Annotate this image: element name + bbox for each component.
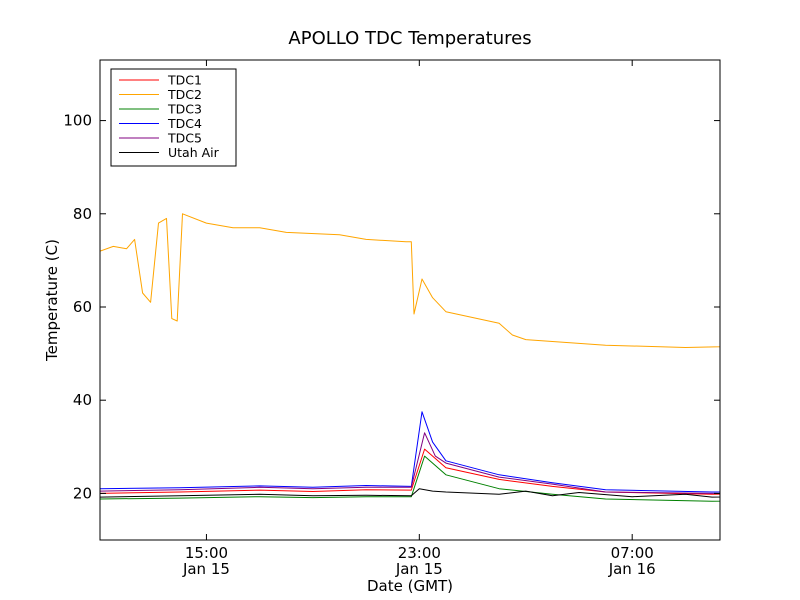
series-line-tdc1 — [100, 448, 720, 495]
legend-label: TDC3 — [167, 102, 202, 117]
plot-frame — [99, 59, 721, 541]
series-layer — [100, 213, 720, 502]
legend-label: TDC5 — [167, 131, 202, 146]
y-axis-title: Temperature (C) — [43, 239, 61, 362]
series-line-tdc4 — [100, 411, 720, 493]
legend-box — [110, 68, 237, 167]
legend-label: TDC4 — [167, 116, 202, 131]
y-tick-label: 80 — [73, 205, 92, 223]
legend-label: TDC2 — [167, 87, 202, 102]
x-tick-time-label: 07:00 — [611, 544, 654, 562]
x-tick-date-label: Jan 16 — [608, 560, 656, 578]
x-tick-time-label: 23:00 — [398, 544, 441, 562]
y-tick-label: 100 — [63, 112, 92, 130]
y-tick-label: 60 — [73, 298, 92, 316]
y-tick-label: 20 — [73, 484, 92, 502]
chart-title: APOLLO TDC Temperatures — [288, 28, 531, 49]
x-tick-date-label: Jan 15 — [182, 560, 230, 578]
series-line-tdc2 — [100, 213, 720, 348]
legend-label: TDC1 — [167, 73, 202, 88]
x-axis-title: Date (GMT) — [367, 577, 453, 595]
x-tick-time-label: 15:00 — [185, 544, 228, 562]
series-line-utah-air — [100, 488, 720, 498]
x-tick-date-label: Jan 15 — [395, 560, 443, 578]
series-line-tdc3 — [100, 455, 720, 502]
y-tick-label: 40 — [73, 391, 92, 409]
series-line-tdc5 — [100, 432, 720, 494]
legend-label: Utah Air — [168, 145, 220, 160]
